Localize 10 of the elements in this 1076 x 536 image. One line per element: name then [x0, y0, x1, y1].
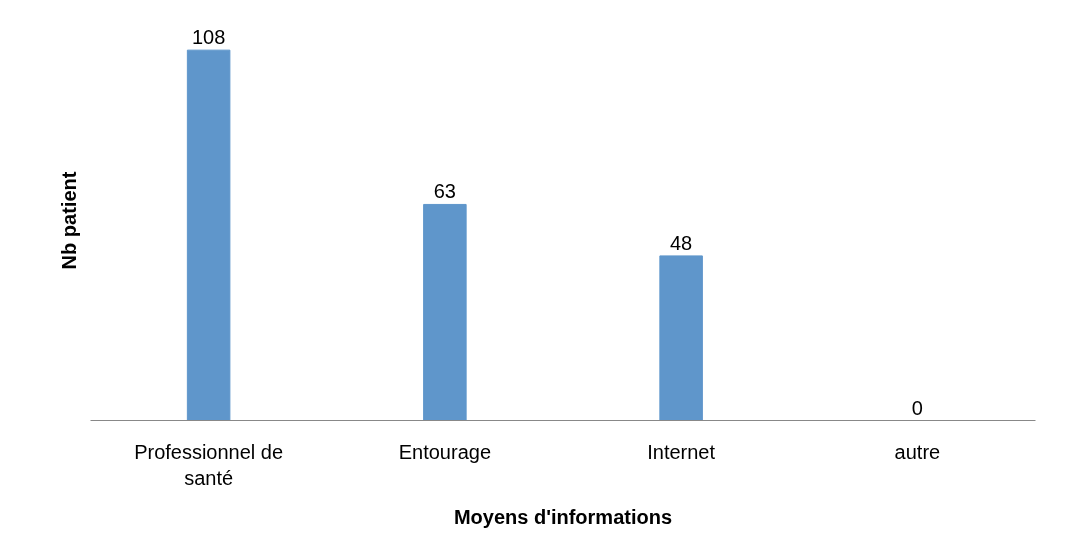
- x-tick-label: Entourage: [398, 440, 492, 463]
- x-tick-label: Internet: [647, 440, 716, 463]
- data-label: 48: [670, 231, 693, 254]
- x-tick-label: Professionnel de santé: [134, 440, 284, 489]
- data-label: 108: [191, 26, 226, 49]
- data-label: 0: [911, 396, 923, 419]
- x-tick-label: autre: [894, 440, 941, 463]
- y-axis-title: Nb patient: [57, 171, 80, 270]
- data-label: 63: [433, 180, 456, 203]
- x-axis-title: Moyens d'informations: [453, 505, 673, 528]
